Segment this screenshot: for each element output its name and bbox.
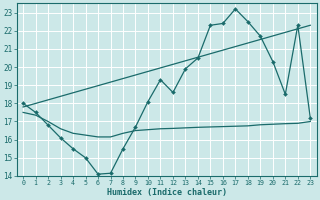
X-axis label: Humidex (Indice chaleur): Humidex (Indice chaleur) — [107, 188, 227, 197]
